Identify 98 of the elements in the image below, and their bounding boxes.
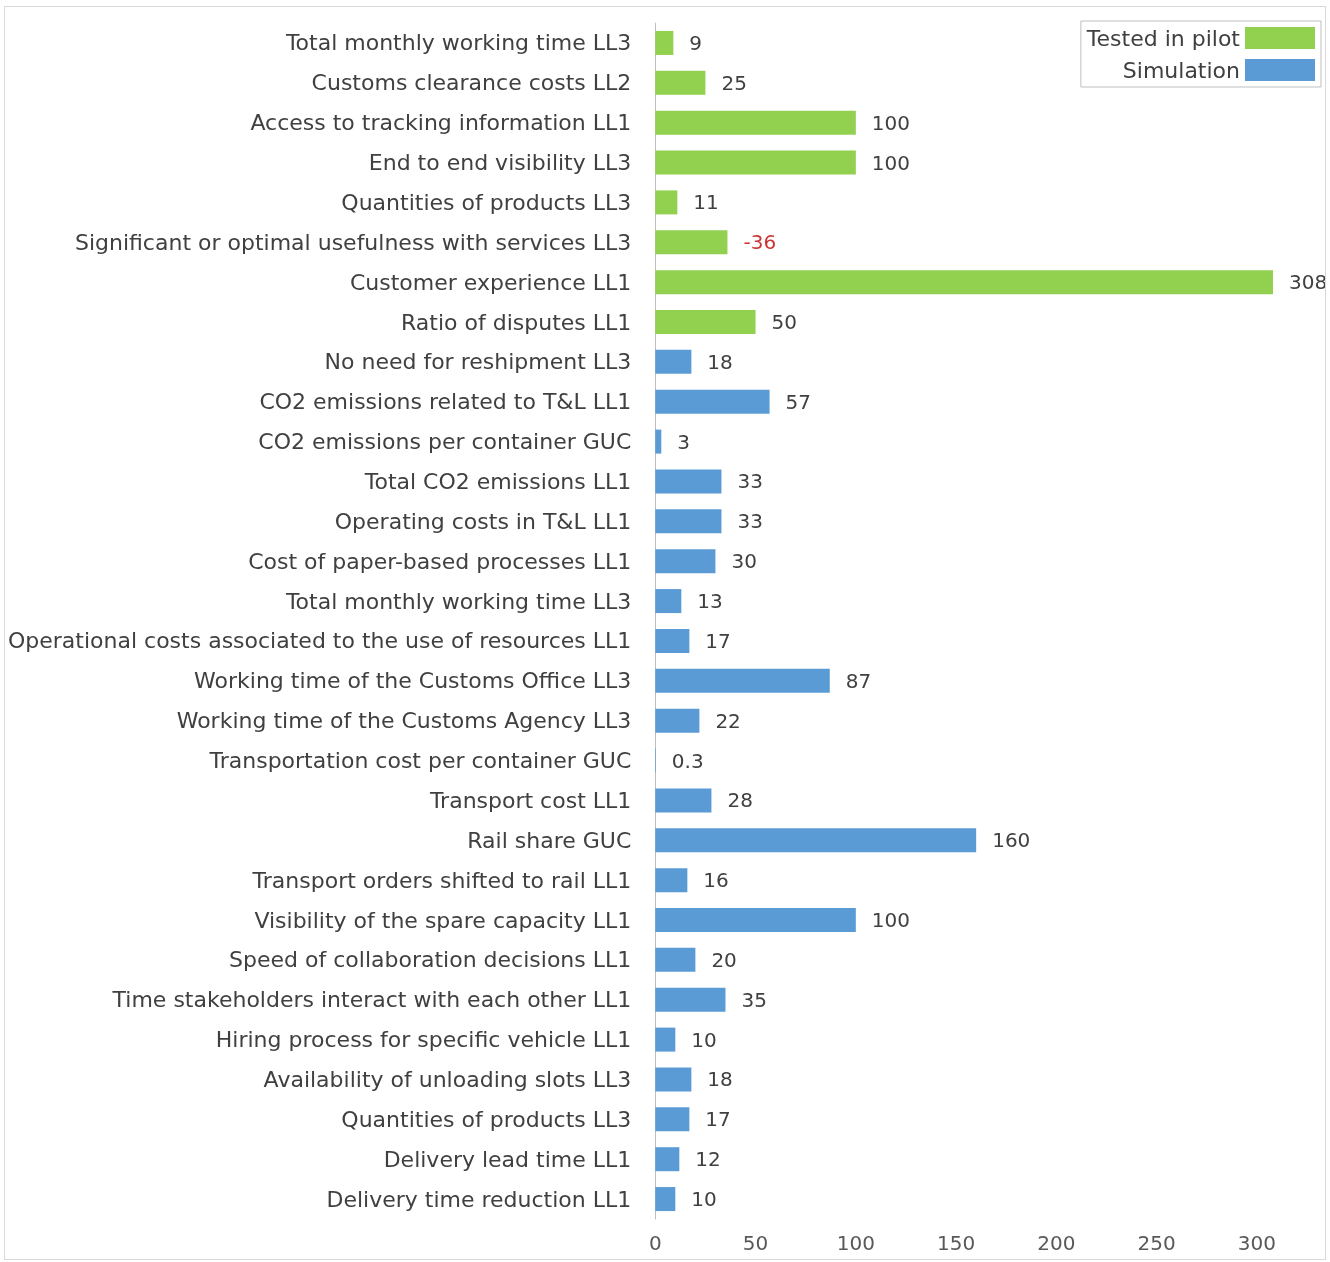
y-tick-label: End to end visibility LL3	[368, 150, 632, 176]
y-tick-label: Speed of collaboration decisions LL1	[229, 947, 632, 973]
data-label: 33	[737, 509, 763, 534]
bar	[655, 987, 726, 1012]
bar	[655, 469, 722, 494]
y-tick-label: Ratio of disputes LL1	[401, 309, 632, 335]
y-tick-label: Transportation cost per container GUC	[208, 748, 632, 774]
y-tick-label: Quantities of products LL3	[341, 189, 632, 215]
y-tick-label: Quantities of products LL3	[341, 1106, 632, 1132]
x-tick-label: 300	[1237, 1231, 1277, 1255]
data-label: 50	[771, 310, 797, 334]
x-tick-label: 50	[742, 1231, 769, 1255]
y-tick-label: Total monthly working time LL3	[284, 30, 632, 56]
bar	[655, 1187, 676, 1212]
bar	[655, 828, 977, 853]
y-tick-label: Working time of the Customs Office LL3	[194, 668, 632, 694]
bar	[655, 668, 830, 693]
bar	[655, 1067, 692, 1092]
bar	[655, 589, 682, 614]
y-tick-label: Cost of paper-based processes LL1	[248, 548, 632, 574]
bar	[655, 628, 690, 653]
data-label: 28	[727, 788, 753, 813]
x-tick-label: 250	[1137, 1231, 1176, 1255]
annotation: -36	[743, 230, 777, 255]
y-tick-label: No need for reshipment LL3	[324, 349, 632, 375]
y-tick-label: Transport cost LL1	[428, 787, 632, 813]
bar	[655, 190, 678, 215]
data-label: 18	[707, 349, 733, 374]
y-tick-label: Total CO2 emissions LL1	[363, 468, 632, 494]
data-label: 0.3	[671, 748, 704, 773]
bar	[655, 947, 696, 972]
y-tick-label: Visibility of the spare capacity LL1	[254, 907, 632, 933]
bar	[655, 30, 674, 55]
data-label: 22	[715, 708, 741, 733]
y-tick-label: Operational costs associated to the use of resources LL1	[7, 628, 632, 654]
y-tick-label: Delivery time reduction LL1	[326, 1186, 632, 1212]
y-tick-label: Time stakeholders interact with each other LL1	[111, 987, 632, 1013]
bar	[655, 1147, 680, 1172]
y-tick-label: CO2 emissions related to T&L LL1	[259, 389, 632, 415]
data-label: 160	[992, 828, 1031, 853]
data-label: 13	[697, 589, 723, 614]
data-label: 308	[1288, 270, 1328, 295]
y-tick-label: Customer experience LL1	[349, 269, 632, 295]
bar	[655, 70, 706, 95]
bar	[655, 1107, 690, 1132]
data-label: 57	[785, 389, 812, 414]
bar	[655, 868, 688, 893]
data-label: 87	[845, 668, 872, 693]
x-tick-label: 150	[937, 1231, 976, 1255]
bar	[655, 908, 856, 932]
data-label: 3	[677, 429, 691, 454]
data-label: 17	[705, 628, 731, 653]
data-label: 10	[691, 1187, 717, 1212]
bar	[655, 230, 728, 255]
bar	[655, 110, 856, 135]
bar	[655, 270, 1273, 295]
data-label: 100	[871, 908, 911, 932]
y-tick-label: Transport orders shifted to rail LL1	[251, 867, 632, 893]
data-label: 12	[695, 1147, 721, 1172]
data-label: 20	[711, 947, 737, 972]
y-tick-label: Access to tracking information LL1	[250, 110, 632, 136]
data-label: 100	[871, 150, 911, 175]
data-label: 35	[741, 987, 767, 1012]
data-label: 25	[721, 70, 747, 95]
y-tick-label: Total monthly working time LL3	[284, 588, 632, 614]
bar	[655, 1027, 676, 1052]
data-label: 100	[871, 110, 911, 135]
y-tick-label: Delivery lead time LL1	[383, 1146, 632, 1172]
data-label: 18	[707, 1067, 733, 1092]
legend-label: Tested in pilot	[1085, 25, 1241, 51]
data-label: 16	[703, 868, 729, 893]
y-tick-label: CO2 emissions per container GUC	[258, 429, 632, 455]
y-tick-label: Operating costs in T&L LL1	[334, 508, 632, 534]
bar	[655, 389, 770, 414]
bar	[655, 349, 692, 374]
bar	[655, 150, 856, 175]
data-label: 10	[691, 1027, 717, 1052]
y-tick-label: Availability of unloading slots LL3	[263, 1066, 632, 1092]
y-tick-label: Significant or optimal usefulness with services LL3	[74, 229, 632, 255]
legend-label: Simulation	[1122, 57, 1240, 83]
data-label: 9	[689, 30, 703, 55]
x-tick-label: 100	[836, 1231, 875, 1255]
data-label: 11	[693, 190, 719, 215]
data-label: 30	[731, 549, 757, 574]
bar	[655, 310, 756, 334]
bar	[655, 509, 722, 534]
y-tick-label: Customs clearance costs LL2	[311, 70, 632, 96]
y-tick-label: Working time of the Customs Agency LL3	[176, 708, 632, 734]
bar	[655, 708, 700, 733]
y-tick-label: Hiring process for specific vehicle LL1	[215, 1027, 632, 1053]
bar	[655, 788, 712, 813]
y-tick-label: Rail share GUC	[467, 827, 632, 853]
x-tick-label: 200	[1037, 1231, 1076, 1255]
bar	[655, 549, 716, 574]
data-label: 33	[737, 469, 763, 494]
bar	[655, 429, 662, 454]
x-tick-label: 0	[648, 1231, 662, 1255]
data-label: 17	[705, 1107, 731, 1132]
